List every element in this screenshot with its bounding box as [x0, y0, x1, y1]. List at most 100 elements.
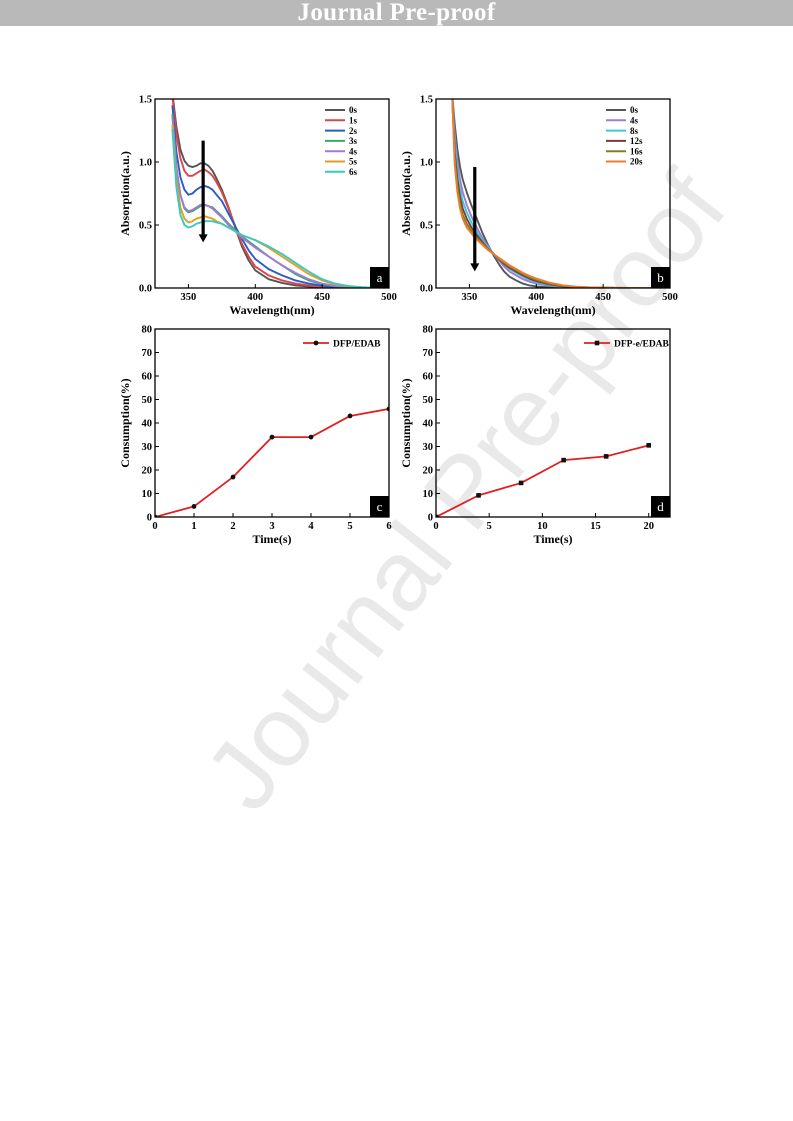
journal-banner: Journal Pre-proof: [0, 0, 793, 26]
panel-label-badge: [370, 496, 389, 517]
x-tick-label: 450: [595, 292, 611, 303]
data-point: [191, 504, 197, 509]
panel-label: b: [657, 270, 664, 285]
y-tick-label: 60: [142, 372, 153, 383]
y-tick-label: 1.0: [139, 158, 152, 169]
y-tick-label: 30: [423, 442, 434, 453]
y-tick-label: 10: [142, 489, 153, 500]
x-tick-label: 5: [347, 521, 352, 532]
x-tick-label: 500: [381, 292, 397, 303]
x-tick-label: 0: [433, 521, 438, 532]
plot-frame: [154, 328, 390, 518]
legend-label: 1s: [349, 116, 358, 126]
panel-label: d: [657, 499, 664, 514]
x-tick-label: 10: [537, 521, 548, 532]
y-axis-label: Absorption(a.u.): [118, 151, 132, 236]
trend-arrowhead: [470, 263, 480, 272]
series-line-6s: [171, 129, 389, 288]
y-tick-label: 0.5: [139, 221, 152, 232]
panel-label: c: [377, 499, 383, 514]
legend-label: 5s: [349, 157, 358, 167]
x-axis-label: Time(s): [252, 532, 291, 546]
legend-label: 3s: [349, 136, 358, 146]
y-tick-label: 1.0: [420, 158, 433, 169]
legend-label: 2s: [349, 126, 358, 136]
legend-marker: [594, 340, 600, 346]
legend-label: 0s: [630, 105, 639, 115]
series-line-DFP-e/EDAB: [436, 444, 649, 517]
panel-label-badge: [651, 496, 670, 517]
x-axis-label: Time(s): [533, 532, 572, 546]
x-tick-label: 2: [230, 521, 235, 532]
x-tick-label: 20: [643, 521, 654, 532]
series-group: [436, 443, 652, 517]
data-point: [230, 474, 236, 480]
panel-label-badge: [651, 267, 670, 288]
y-tick-label: 20: [142, 466, 153, 477]
x-tick-label: 0: [152, 521, 157, 532]
y-axis-label: Consumption(%): [399, 378, 413, 467]
y-tick-label: 30: [142, 442, 153, 453]
plot-frame: [154, 98, 390, 289]
data-point: [603, 454, 609, 459]
chart-panel-d: 0 5 10 15 20 0 10 20 30 40 50 60 70 80 Time(s) Consumpt…: [399, 325, 671, 546]
y-tick-label: 80: [142, 325, 153, 336]
legend-label: DFP/EDAB: [333, 340, 381, 350]
x-tick-label: 400: [247, 292, 263, 303]
series-line-0s: [451, 99, 670, 288]
data-point: [308, 434, 314, 440]
legend-label: 20s: [630, 157, 643, 167]
y-tick-label: 50: [423, 395, 434, 406]
chart-panel-c: 0 1 2 3 4 5 601020304050607080Time(s)Consumpti…: [118, 325, 392, 547]
y-tick-label: 0.5: [420, 221, 433, 232]
y-tick-label: 80: [423, 325, 434, 336]
panel-label: a: [377, 270, 383, 285]
legend-label: DFP-e/EDAB: [614, 340, 670, 350]
y-tick-label: 40: [142, 419, 153, 430]
plot-frame: [435, 328, 671, 518]
legend-label: 8s: [630, 126, 639, 136]
chart-panel-a: 350 400 450 500 0.0 0.5 1.0 1.5 Wavelength(nm) Ab…: [118, 95, 397, 318]
chart-panel-b: 350 400 450 500 0.0 0.5 1.0 1.5 Wavelength(nm) Ab…: [399, 95, 678, 318]
legend-label: 12s: [630, 136, 643, 146]
y-tick-label: 1.5: [139, 95, 152, 106]
legend-label: 6s: [349, 167, 358, 177]
y-tick-label: 60: [423, 372, 434, 383]
data-point: [347, 413, 353, 419]
x-tick-label: 450: [314, 292, 330, 303]
x-axis-label: Wavelength(nm): [510, 303, 595, 317]
legend-label: 0s: [349, 105, 358, 115]
y-tick-label: 40: [423, 419, 434, 430]
x-tick-label: 6: [386, 521, 391, 532]
y-tick-label: 70: [142, 348, 153, 359]
y-tick-label: 10: [423, 489, 434, 500]
series-group: [171, 99, 389, 288]
data-point: [436, 514, 439, 517]
legend-marker: [313, 340, 319, 346]
y-tick-label: 0: [428, 513, 433, 524]
x-tick-label: 5: [487, 521, 492, 532]
data-point: [561, 457, 566, 463]
legend: DFP/EDAB: [303, 340, 381, 350]
y-axis-label: Consumption(%): [118, 378, 132, 467]
x-tick-label: 350: [462, 292, 478, 303]
series-line-2s: [171, 105, 389, 288]
data-point: [518, 480, 524, 486]
y-tick-label: 0.0: [420, 284, 433, 295]
x-tick-label: 400: [528, 292, 544, 303]
x-tick-label: 1: [191, 521, 196, 532]
x-tick-label: 350: [181, 292, 197, 303]
y-tick-label: 20: [423, 466, 434, 477]
data-point: [646, 443, 652, 448]
legend-label: 4s: [349, 146, 358, 156]
trend-arrowhead: [198, 234, 208, 243]
series-line-4s: [171, 116, 389, 288]
y-tick-label: 70: [423, 348, 434, 359]
y-tick-label: 1.5: [420, 95, 433, 106]
x-tick-label: 500: [662, 292, 678, 303]
y-tick-label: 0.0: [139, 284, 152, 295]
legend: DFP-e/EDAB: [584, 340, 670, 350]
